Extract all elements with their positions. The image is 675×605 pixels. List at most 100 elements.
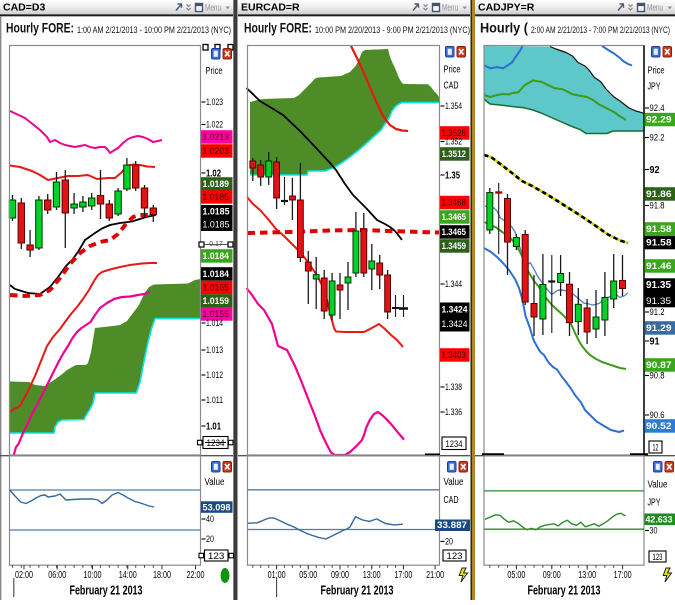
- svg-text:17:00: 17:00: [394, 570, 412, 581]
- svg-text:91.35: 91.35: [646, 296, 671, 306]
- svg-text:February 21 2013: February 21 2013: [321, 584, 394, 598]
- svg-text:Value: Value: [444, 477, 464, 488]
- svg-text:1.023: 1.023: [206, 97, 223, 108]
- svg-text:1.35: 1.35: [445, 170, 460, 182]
- svg-text:10:00 PM 2/20/2013 - 9:00 PM 2: 10:00 PM 2/20/2013 - 9:00 PM 2/21/2013 (…: [315, 25, 470, 35]
- svg-text:13:00: 13:00: [363, 570, 381, 581]
- svg-text:1.0185: 1.0185: [203, 220, 230, 230]
- svg-text:91.58: 91.58: [646, 238, 672, 249]
- svg-text:20: 20: [445, 536, 453, 547]
- svg-text:02:00: 02:00: [15, 570, 33, 581]
- svg-text:Hourly FORE:: Hourly FORE:: [244, 20, 312, 36]
- svg-text:CAD: CAD: [444, 81, 459, 92]
- svg-text:CAD: CAD: [444, 495, 459, 506]
- svg-text:33.887: 33.887: [437, 520, 467, 531]
- svg-text:1.352: 1.352: [445, 137, 462, 148]
- svg-text:42.633: 42.633: [646, 515, 673, 525]
- svg-text:123: 123: [447, 551, 463, 561]
- svg-text:1.0203: 1.0203: [203, 146, 230, 157]
- svg-text:92.29: 92.29: [646, 115, 672, 126]
- svg-text:1.022: 1.022: [206, 120, 223, 131]
- svg-text:90.87: 90.87: [646, 360, 672, 371]
- svg-text:18:00: 18:00: [153, 570, 171, 581]
- svg-text:1.0185: 1.0185: [203, 207, 230, 217]
- svg-text:1.3459: 1.3459: [442, 241, 467, 252]
- svg-text:123: 123: [208, 551, 225, 561]
- svg-text:1.0189: 1.0189: [203, 179, 230, 190]
- svg-text:1.3465: 1.3465: [442, 227, 467, 238]
- svg-text:91.35: 91.35: [646, 280, 671, 291]
- svg-text:40: 40: [206, 514, 214, 525]
- svg-text:1.3468: 1.3468: [442, 198, 467, 209]
- svg-text:1.0184: 1.0184: [203, 269, 230, 280]
- svg-text:1.013: 1.013: [206, 345, 223, 356]
- svg-text:14:00: 14:00: [119, 570, 137, 581]
- svg-text:20: 20: [206, 534, 214, 545]
- svg-text:91.46: 91.46: [646, 261, 672, 272]
- svg-text:10:00: 10:00: [84, 570, 102, 581]
- svg-text:09:00: 09:00: [331, 570, 349, 581]
- svg-text:1.3424: 1.3424: [442, 305, 469, 316]
- svg-text:06:00: 06:00: [48, 570, 66, 581]
- svg-text:CADJPY=R: CADJPY=R: [478, 2, 535, 14]
- svg-text:Value: Value: [205, 477, 225, 488]
- svg-text:1.0185: 1.0185: [203, 192, 230, 203]
- svg-text:92.2: 92.2: [650, 133, 665, 144]
- svg-text:Hourly (: Hourly (: [480, 20, 528, 36]
- svg-text:90.52: 90.52: [646, 421, 672, 432]
- svg-text:09:00: 09:00: [543, 570, 561, 581]
- svg-text:JPY: JPY: [648, 498, 661, 509]
- svg-text:53.098: 53.098: [203, 503, 231, 513]
- svg-text:2:00 AM 2/21/2013 - 7:00 PM 2/: 2:00 AM 2/21/2013 - 7:00 PM 2/21/2013 (N…: [531, 25, 670, 35]
- svg-text:Price: Price: [444, 65, 461, 76]
- svg-text:February 21 2013: February 21 2013: [528, 584, 601, 598]
- svg-text:1.0159: 1.0159: [203, 296, 230, 307]
- svg-text:21:00: 21:00: [426, 570, 444, 581]
- svg-text:1.338: 1.338: [445, 382, 462, 393]
- svg-text:22:00: 22:00: [187, 570, 205, 581]
- svg-text:Menu: Menu: [647, 3, 663, 14]
- svg-text:1.3424: 1.3424: [442, 319, 468, 329]
- svg-text:Value: Value: [648, 480, 668, 491]
- svg-text:1:00 AM 2/21/2013 - 10:00 PM 2: 1:00 AM 2/21/2013 - 10:00 PM 2/21/2013 (…: [77, 25, 231, 35]
- svg-text:123: 123: [653, 552, 663, 562]
- svg-text:1.011: 1.011: [206, 395, 223, 406]
- svg-text:91.86: 91.86: [646, 189, 672, 200]
- svg-text:92.4: 92.4: [650, 103, 666, 114]
- svg-text:05:00: 05:00: [507, 570, 525, 581]
- svg-text:Menu: Menu: [205, 3, 221, 14]
- svg-text:1.344: 1.344: [445, 279, 462, 290]
- svg-text:91: 91: [650, 336, 660, 348]
- svg-text:1.014: 1.014: [206, 318, 223, 329]
- svg-text:17:00: 17:00: [614, 570, 632, 581]
- svg-text:1.3465: 1.3465: [442, 212, 467, 223]
- svg-text:92: 92: [650, 164, 660, 176]
- svg-text:EURCAD=R: EURCAD=R: [241, 2, 300, 14]
- svg-text:1.354: 1.354: [445, 101, 462, 112]
- svg-text:1.336: 1.336: [445, 407, 462, 418]
- svg-text:1.01: 1.01: [206, 421, 221, 433]
- svg-text:Hourly FORE:: Hourly FORE:: [6, 20, 74, 36]
- svg-text:February 21 2013: February 21 2013: [70, 584, 143, 598]
- svg-text:Price: Price: [648, 66, 665, 77]
- svg-text:90.8: 90.8: [650, 371, 665, 382]
- svg-text:Menu: Menu: [442, 3, 458, 14]
- svg-text:12: 12: [653, 443, 659, 453]
- svg-text:91.29: 91.29: [646, 323, 672, 334]
- svg-text:1.0165: 1.0165: [203, 283, 230, 294]
- svg-text:13:00: 13:00: [578, 570, 596, 581]
- svg-text:Price: Price: [206, 66, 223, 77]
- svg-text:1.3512: 1.3512: [442, 149, 467, 160]
- svg-text:30: 30: [650, 526, 658, 537]
- svg-text:1234: 1234: [446, 439, 463, 449]
- svg-text:91.2: 91.2: [650, 307, 665, 318]
- svg-text:1234: 1234: [207, 438, 225, 448]
- svg-text:05:00: 05:00: [299, 570, 317, 581]
- svg-text:1.0184: 1.0184: [203, 251, 230, 262]
- svg-text:JPY: JPY: [648, 82, 661, 93]
- svg-text:1.012: 1.012: [206, 370, 223, 381]
- svg-text:91.8: 91.8: [650, 201, 665, 212]
- svg-text:1.0213: 1.0213: [203, 132, 230, 143]
- svg-text:CAD=D3: CAD=D3: [3, 2, 45, 14]
- svg-text:1.3403: 1.3403: [442, 350, 467, 361]
